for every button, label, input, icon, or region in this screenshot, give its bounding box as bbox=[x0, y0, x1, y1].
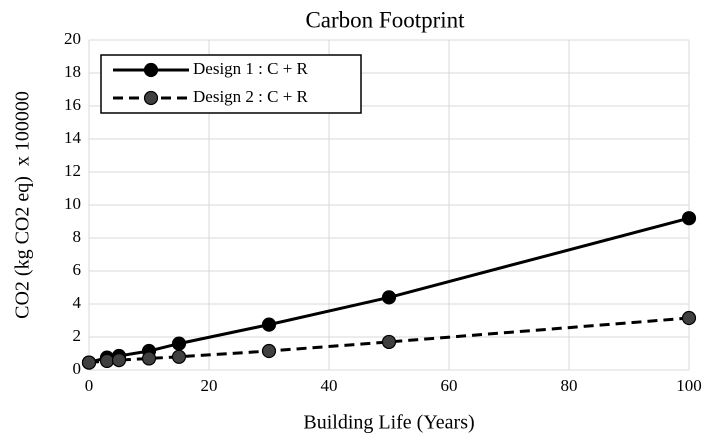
y-tick-label: 6 bbox=[73, 260, 82, 279]
legend-label: Design 2 : C + R bbox=[193, 87, 309, 106]
data-point bbox=[141, 351, 157, 366]
y-tick-label: 2 bbox=[73, 326, 82, 345]
legend-marker bbox=[143, 62, 159, 78]
y-tick-label: 14 bbox=[64, 128, 82, 147]
y-tick-label: 18 bbox=[64, 62, 81, 81]
x-tick-label: 60 bbox=[441, 376, 458, 395]
legend-marker bbox=[143, 90, 159, 106]
y-axis-label: CO2 (kg CO2 eq) x 100000 bbox=[12, 91, 34, 319]
data-point bbox=[171, 336, 187, 351]
x-tick-label: 0 bbox=[85, 376, 94, 395]
data-point bbox=[681, 211, 697, 226]
legend-box bbox=[100, 54, 362, 114]
data-point bbox=[81, 355, 97, 370]
y-tick-label: 4 bbox=[73, 293, 82, 312]
data-point bbox=[381, 334, 397, 350]
y-tick-label: 8 bbox=[73, 227, 82, 246]
data-point bbox=[261, 343, 277, 359]
x-tick-label: 80 bbox=[561, 376, 578, 395]
x-tick-label: 40 bbox=[321, 376, 338, 395]
data-point bbox=[681, 310, 697, 326]
legend-label: Design 1 : C + R bbox=[193, 59, 309, 78]
y-tick-label: 12 bbox=[64, 161, 81, 180]
chart-title: Carbon Footprint bbox=[305, 7, 465, 32]
data-point bbox=[171, 349, 187, 364]
data-point bbox=[381, 290, 397, 305]
x-tick-label: 20 bbox=[201, 376, 218, 395]
data-point bbox=[99, 353, 115, 369]
data-point bbox=[111, 353, 127, 368]
y-tick-label: 0 bbox=[73, 359, 82, 378]
y-tick-label: 20 bbox=[64, 29, 81, 48]
y-tick-label: 16 bbox=[64, 95, 81, 114]
x-tick-label: 100 bbox=[676, 376, 702, 395]
data-point bbox=[261, 317, 277, 332]
y-tick-label: 10 bbox=[64, 194, 81, 213]
x-axis-label: Building Life (Years) bbox=[303, 412, 474, 434]
